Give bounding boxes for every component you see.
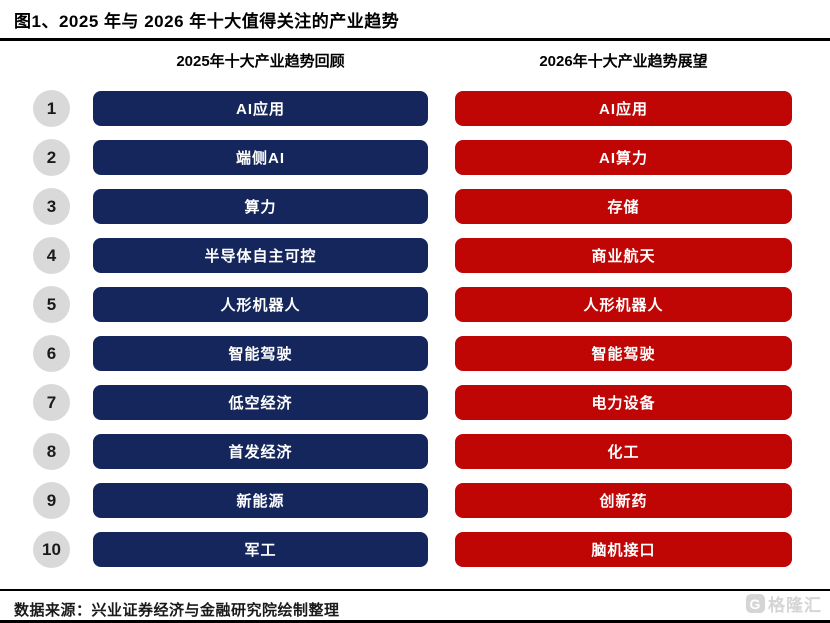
trend-row-3: 3 算力 存储 (0, 188, 830, 225)
trend-2025-bar: AI应用 (93, 91, 428, 126)
trend-row-5: 5 人形机器人 人形机器人 (0, 286, 830, 323)
rank-badge: 5 (33, 286, 70, 323)
bottom-border (0, 620, 830, 623)
trend-2026-bar: 智能驾驶 (455, 336, 792, 371)
trend-2025-bar: 半导体自主可控 (93, 238, 428, 273)
trend-row-4: 4 半导体自主可控 商业航天 (0, 237, 830, 274)
rank-badge: 6 (33, 335, 70, 372)
gelonghui-watermark-text: 格隆汇 (768, 596, 822, 615)
trend-rows: 1 AI应用 AI应用 2 端侧AI AI算力 3 算力 存储 4 半导体自主可… (0, 90, 830, 568)
trend-2026-bar: 存储 (455, 189, 792, 224)
trend-row-8: 8 首发经济 化工 (0, 433, 830, 470)
trend-row-9: 9 新能源 创新药 (0, 482, 830, 519)
trend-row-2: 2 端侧AI AI算力 (0, 139, 830, 176)
trend-2026-bar: 人形机器人 (455, 287, 792, 322)
trend-2026-bar: 化工 (455, 434, 792, 469)
gelonghui-logo-icon: G (746, 594, 765, 613)
footer-divider (0, 589, 830, 591)
rank-badge: 2 (33, 139, 70, 176)
trend-2026-bar: 脑机接口 (455, 532, 792, 567)
rank-badge: 8 (33, 433, 70, 470)
trend-2025-bar: 首发经济 (93, 434, 428, 469)
trend-row-7: 7 低空经济 电力设备 (0, 384, 830, 421)
trend-2026-bar: AI算力 (455, 140, 792, 175)
trend-2026-bar: 电力设备 (455, 385, 792, 420)
trend-2025-bar: 军工 (93, 532, 428, 567)
column-headers: 2025年十大产业趋势回顾 2026年十大产业趋势展望 (0, 50, 830, 71)
trend-2026-bar: 商业航天 (455, 238, 792, 273)
trend-2025-bar: 智能驾驶 (93, 336, 428, 371)
trend-2025-bar: 新能源 (93, 483, 428, 518)
trend-2026-bar: 创新药 (455, 483, 792, 518)
rank-badge: 4 (33, 237, 70, 274)
trend-2025-bar: 人形机器人 (93, 287, 428, 322)
trend-2025-bar: 低空经济 (93, 385, 428, 420)
trend-2025-bar: 端侧AI (93, 140, 428, 175)
gelonghui-watermark: G 格隆汇 (746, 591, 822, 616)
rank-badge: 10 (33, 531, 70, 568)
rank-badge: 1 (33, 90, 70, 127)
trend-2025-bar: 算力 (93, 189, 428, 224)
rank-badge: 9 (33, 482, 70, 519)
rank-badge: 3 (33, 188, 70, 225)
trend-row-10: 10 军工 脑机接口 (0, 531, 830, 568)
rank-badge: 7 (33, 384, 70, 421)
column-header-2025: 2025年十大产业趋势回顾 (176, 53, 345, 70)
column-header-2026: 2026年十大产业趋势展望 (539, 53, 708, 70)
trend-row-6: 6 智能驾驶 智能驾驶 (0, 335, 830, 372)
title-divider (0, 38, 830, 41)
trend-row-1: 1 AI应用 AI应用 (0, 90, 830, 127)
figure-title: 图1、2025 年与 2026 年十大值得关注的产业趋势 (14, 12, 400, 31)
trend-2026-bar: AI应用 (455, 91, 792, 126)
data-source: 数据来源：兴业证券经济与金融研究院绘制整理 (14, 602, 340, 619)
